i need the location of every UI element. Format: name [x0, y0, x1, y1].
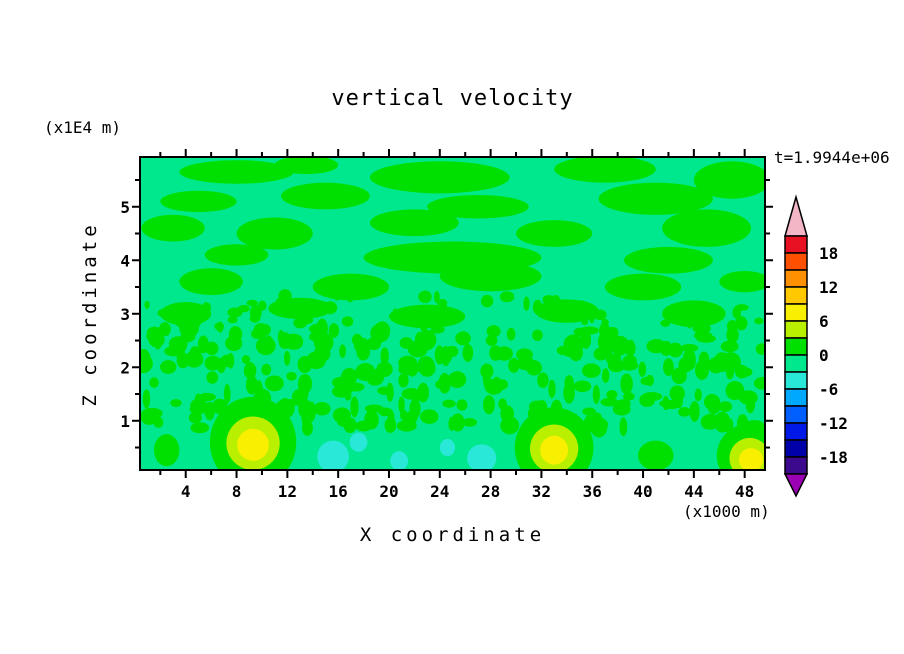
x-tick-label: 16	[329, 482, 348, 501]
x-tick-label: 28	[481, 482, 500, 501]
y-tick-label: 3	[120, 305, 130, 324]
x-tick-label: 4	[181, 482, 191, 501]
x-tick-label: 20	[379, 482, 398, 501]
x-axis-unit-label: (x1000 m)	[683, 502, 770, 521]
colorbar-label: 18	[819, 244, 838, 263]
colorbar-label: -12	[819, 414, 848, 433]
colorbar-label: -6	[819, 380, 838, 399]
x-tick-label: 36	[583, 482, 602, 501]
x-tick-label: 40	[633, 482, 652, 501]
y-tick-label: 5	[120, 198, 130, 217]
x-axis-title: X coordinate	[359, 524, 546, 546]
colorbar-label: 0	[819, 346, 829, 365]
x-tick-label: 48	[735, 482, 754, 501]
colorbar-over-arrow	[784, 194, 808, 237]
colorbar: 18 12 6 0 -6 -12 -18	[783, 194, 848, 498]
contour-field	[140, 157, 765, 470]
axes	[132, 149, 773, 478]
page-title: vertical velocity	[331, 86, 574, 111]
y-tick-label: 4	[120, 251, 130, 270]
colorbar-label: 6	[819, 312, 829, 331]
x-tick-label: 12	[278, 482, 297, 501]
colorbar-label: 12	[819, 278, 838, 297]
x-tick-label: 44	[684, 482, 703, 501]
colorbar-under-arrow	[783, 473, 809, 498]
y-axis-unit-label: (x1E4 m)	[44, 118, 122, 137]
x-tick-label: 32	[532, 482, 551, 501]
y-tick-label: 1	[120, 412, 130, 431]
colorbar-label: -18	[819, 448, 848, 467]
x-tick-label: 24	[430, 482, 449, 501]
y-tick-label: 2	[120, 358, 130, 377]
x-tick-label: 8	[232, 482, 242, 501]
time-label: t=1.9944e+06	[774, 148, 890, 167]
y-axis-title: Z coordinate	[79, 221, 101, 407]
